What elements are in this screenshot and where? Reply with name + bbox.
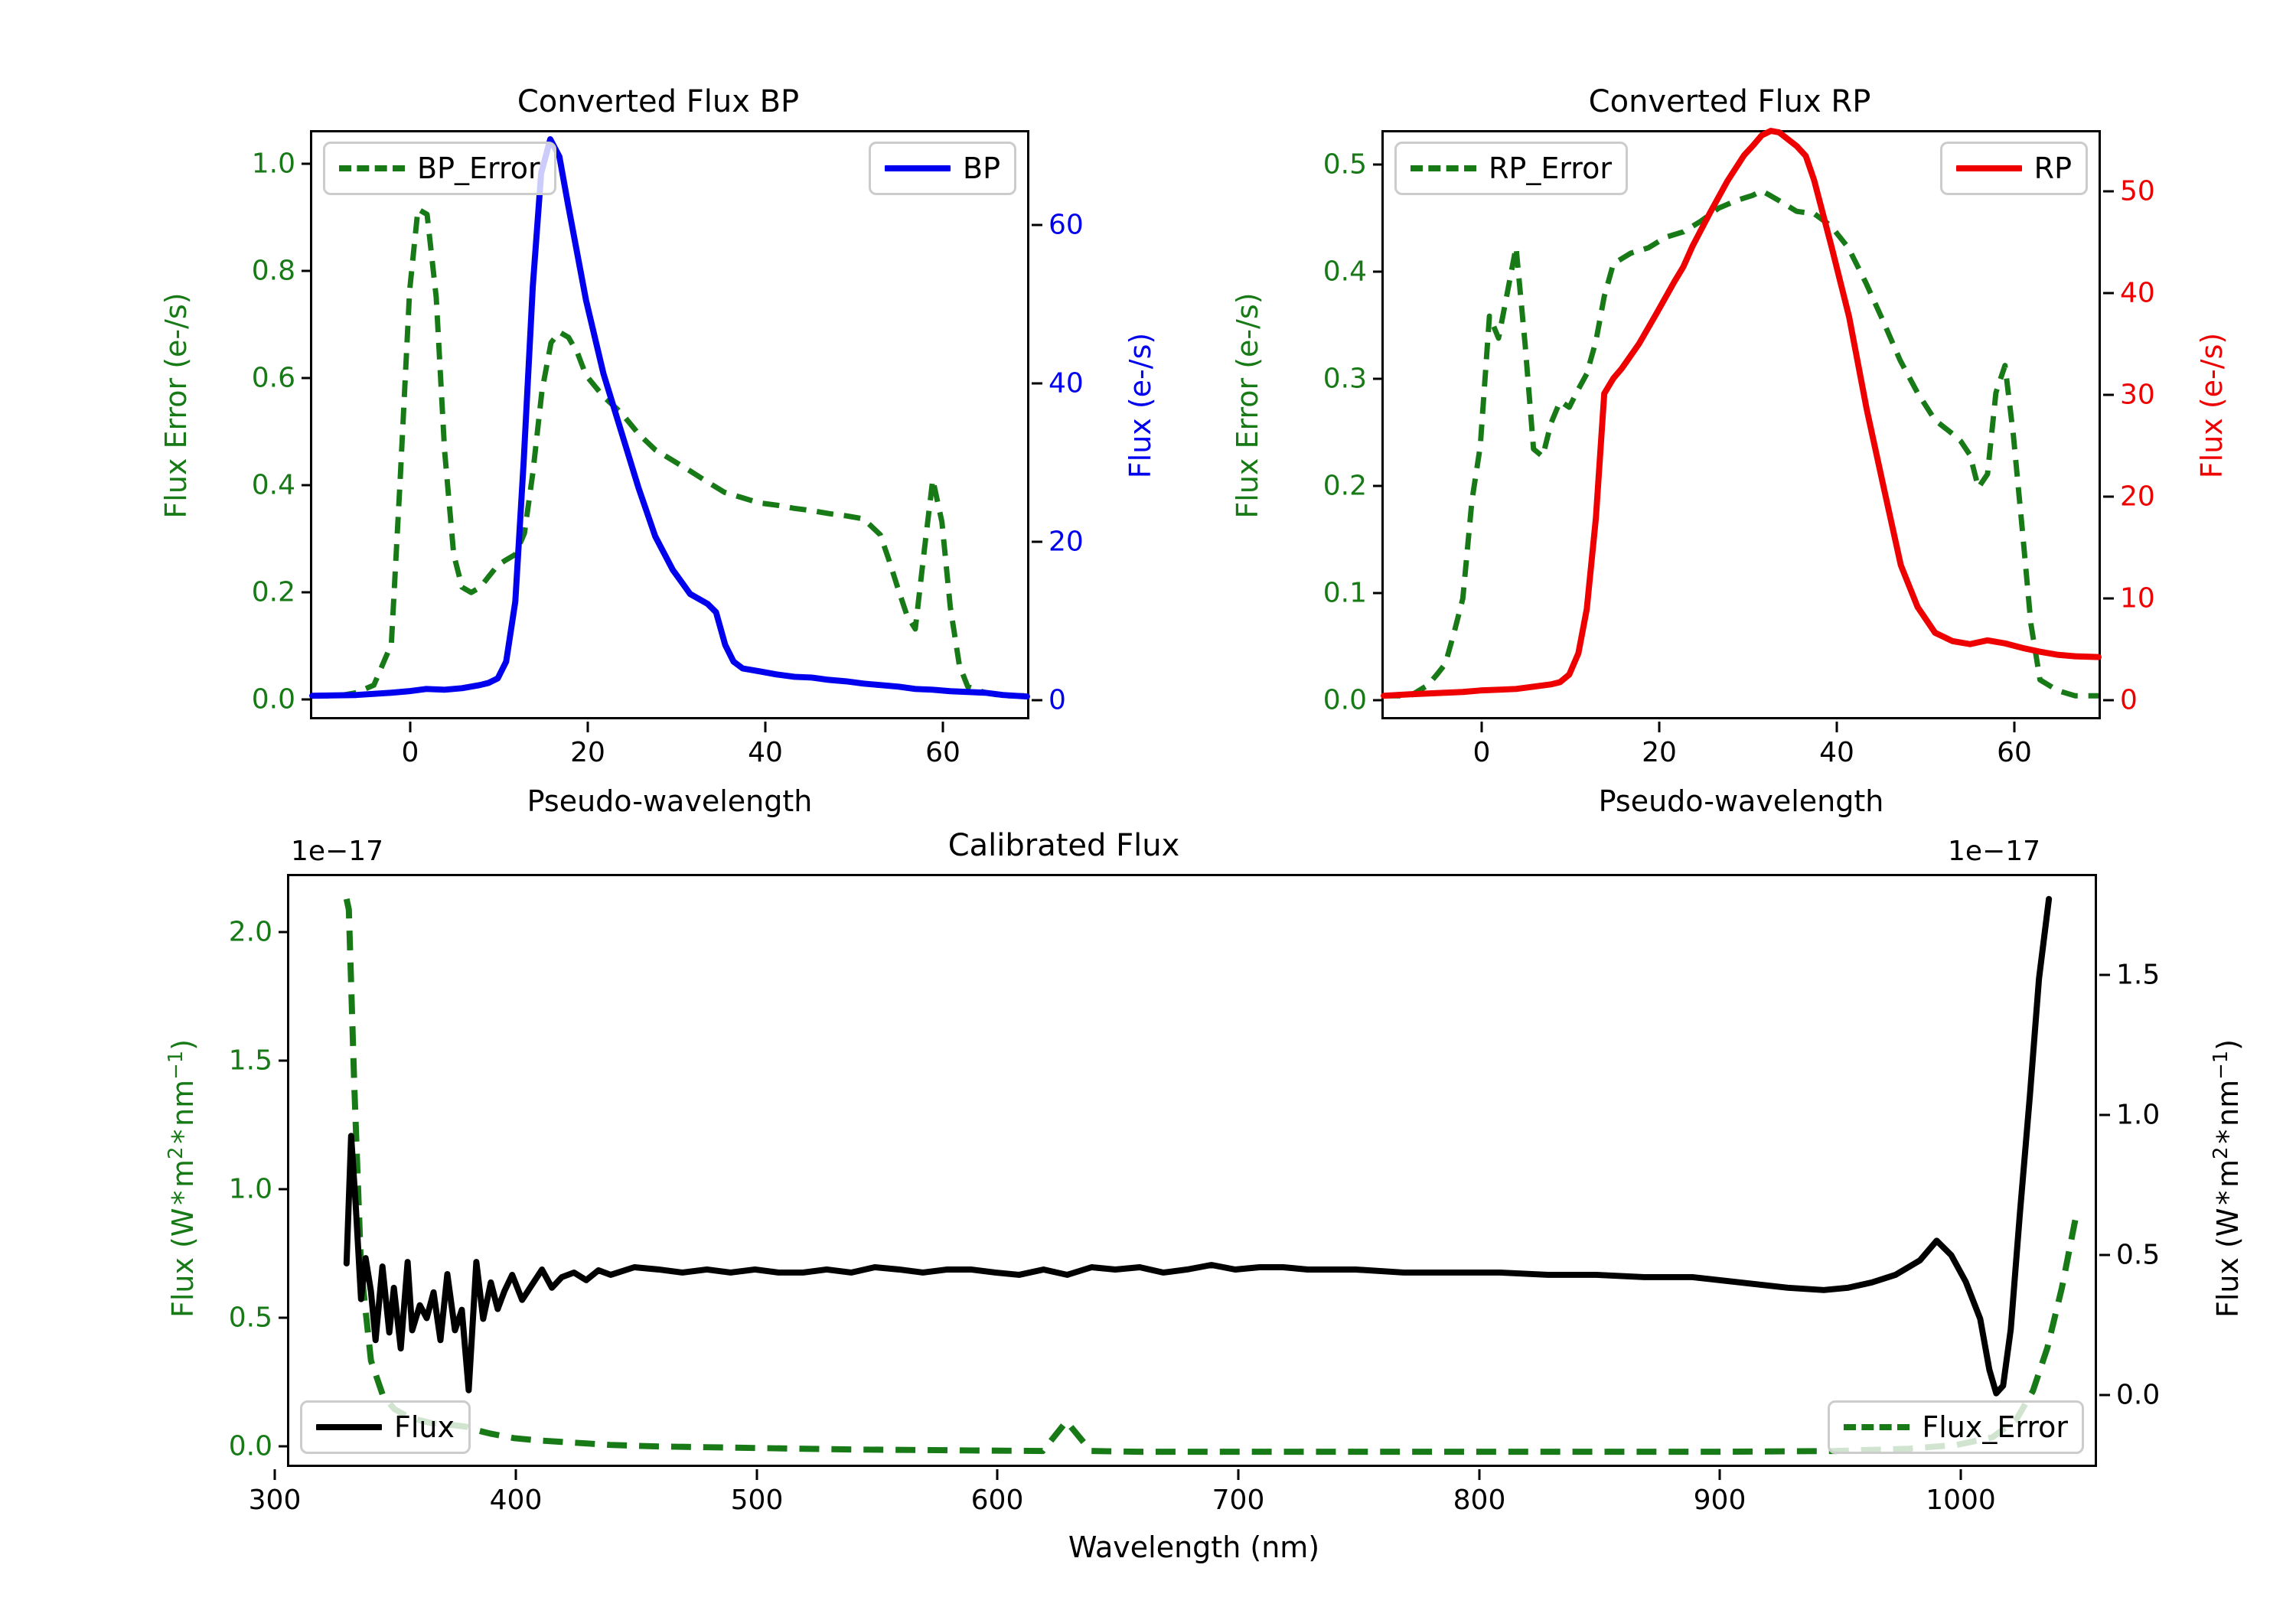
bp-legend-flux-label: BP: [963, 152, 1000, 185]
calibrated-legend-flux-error[interactable]: Flux_Error: [1828, 1400, 2084, 1454]
rp-legend-error-label: RP_Error: [1489, 152, 1612, 185]
calibrated-legend-flux-label: Flux: [394, 1410, 455, 1444]
rp-panel-title: Converted Flux RP: [1588, 84, 1871, 119]
calibrated-legend-flux[interactable]: Flux: [300, 1400, 471, 1454]
rp-plot-canvas: [1381, 128, 2102, 699]
bp-legend-flux[interactable]: BP: [869, 142, 1016, 195]
calibrated-panel-title: Calibrated Flux: [947, 828, 1180, 863]
bp-legend-error[interactable]: BP_Error: [323, 142, 556, 195]
rp-axes: 0.0 0.1 0.2 0.3 0.4 0.5 0 10 20 30 40: [1323, 128, 2155, 768]
calibrated-ylabel-right: Flux (W * m2 * nm−1): [2210, 1038, 2245, 1319]
calibrated-ylabel-left: Flux (W * m2 * nm−1): [165, 1038, 200, 1319]
rp-ylabel-left: Flux Error (e-/s): [1231, 292, 1264, 519]
calibrated-flux-error-line: [343, 898, 2079, 1455]
panel-converted-flux-rp: Converted Flux RP Flux Error (e-/s) Flux…: [1217, 77, 2242, 842]
calibrated-legend-flux-error-label: Flux_Error: [1922, 1410, 2068, 1444]
bp-ylabel-left: Flux Error (e-/s): [159, 292, 193, 519]
calibrated-offset-left: 1e−17: [291, 836, 384, 867]
calibrated-xlabel: Wavelength (nm): [1068, 1530, 1320, 1564]
bp-legend-error-label: BP_Error: [417, 152, 540, 185]
bp-axes: 0.0 0.2 0.4 0.6 0.8 1.0 0 20 40 60: [252, 130, 1084, 768]
bp-error-line: [312, 206, 1027, 699]
rp-legend-error[interactable]: RP_Error: [1394, 142, 1628, 195]
panel-calibrated-flux: Calibrated Flux 1e−17 1e−17 Flux (W * m2…: [145, 826, 2258, 1599]
rp-legend-flux-label: RP: [2033, 152, 2072, 185]
bp-flux-line: [309, 135, 1030, 700]
rp-legend-flux[interactable]: RP: [1939, 142, 2088, 195]
calibrated-flux-line: [343, 895, 2053, 1397]
rp-error-line: [1384, 187, 2099, 699]
bp-panel-title: Converted Flux BP: [517, 84, 800, 119]
bp-ylabel-right: Flux (e-/s): [1124, 332, 1157, 479]
rp-flux-line: [1381, 128, 2102, 699]
panel-converted-flux-bp: Converted Flux BP Flux Error (e-/s) Flux…: [145, 77, 1171, 842]
rp-ylabel-right: Flux (e-/s): [2195, 332, 2229, 479]
bp-xlabel: Pseudo-wavelength: [527, 784, 813, 818]
calibrated-axes: 0.0 0.5 1.0 1.5 2.0 0.0 0.5 1.0 1.5 300: [229, 874, 2160, 1516]
calibrated-plot-canvas: [343, 895, 2079, 1455]
rp-xlabel: Pseudo-wavelength: [1598, 784, 1884, 818]
calibrated-offset-right: 1e−17: [1948, 836, 2041, 867]
bp-plot-canvas: [309, 135, 1030, 700]
